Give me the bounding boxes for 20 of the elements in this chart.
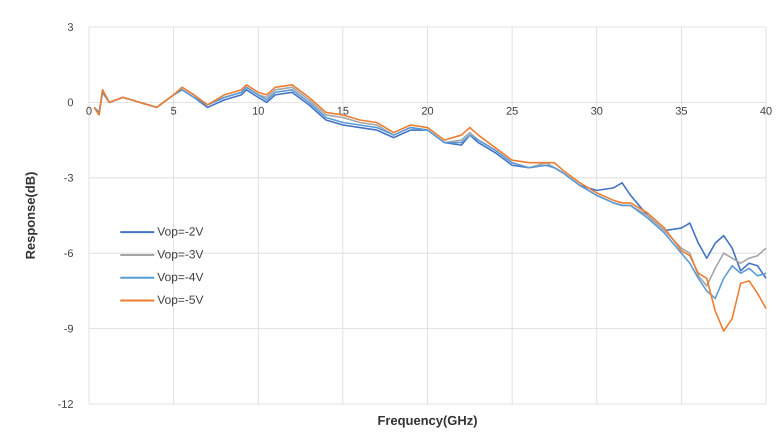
legend-label: Vop=-5V [157, 296, 204, 306]
y-tick-label: -12 [58, 400, 73, 408]
legend-label: Vop=-4V [157, 272, 204, 284]
x-axis-title: Frequency(GHz) [378, 416, 477, 428]
x-tick-label: 25 [506, 106, 518, 115]
y-tick-label: -6 [64, 249, 73, 258]
x-tick-label: 5 [171, 106, 176, 115]
x-tick-label: 10 [252, 106, 264, 115]
x-tick-label: 30 [591, 106, 602, 115]
y-tick-label: -9 [64, 324, 73, 332]
x-tick-label: 40 [760, 106, 772, 115]
x-tick-label: 20 [422, 106, 434, 115]
y-tick-label: 3 [68, 23, 73, 31]
y-tick-label: -3 [64, 174, 73, 182]
y-axis-title: Response(dB) [25, 172, 38, 259]
legend-label: Vop=-2V [157, 227, 204, 238]
y-tick-label: 0 [68, 98, 74, 106]
x-tick-label: 0 [86, 106, 92, 115]
legend-label: Vop=-3V [157, 250, 204, 261]
x-tick-label: 35 [676, 106, 688, 115]
